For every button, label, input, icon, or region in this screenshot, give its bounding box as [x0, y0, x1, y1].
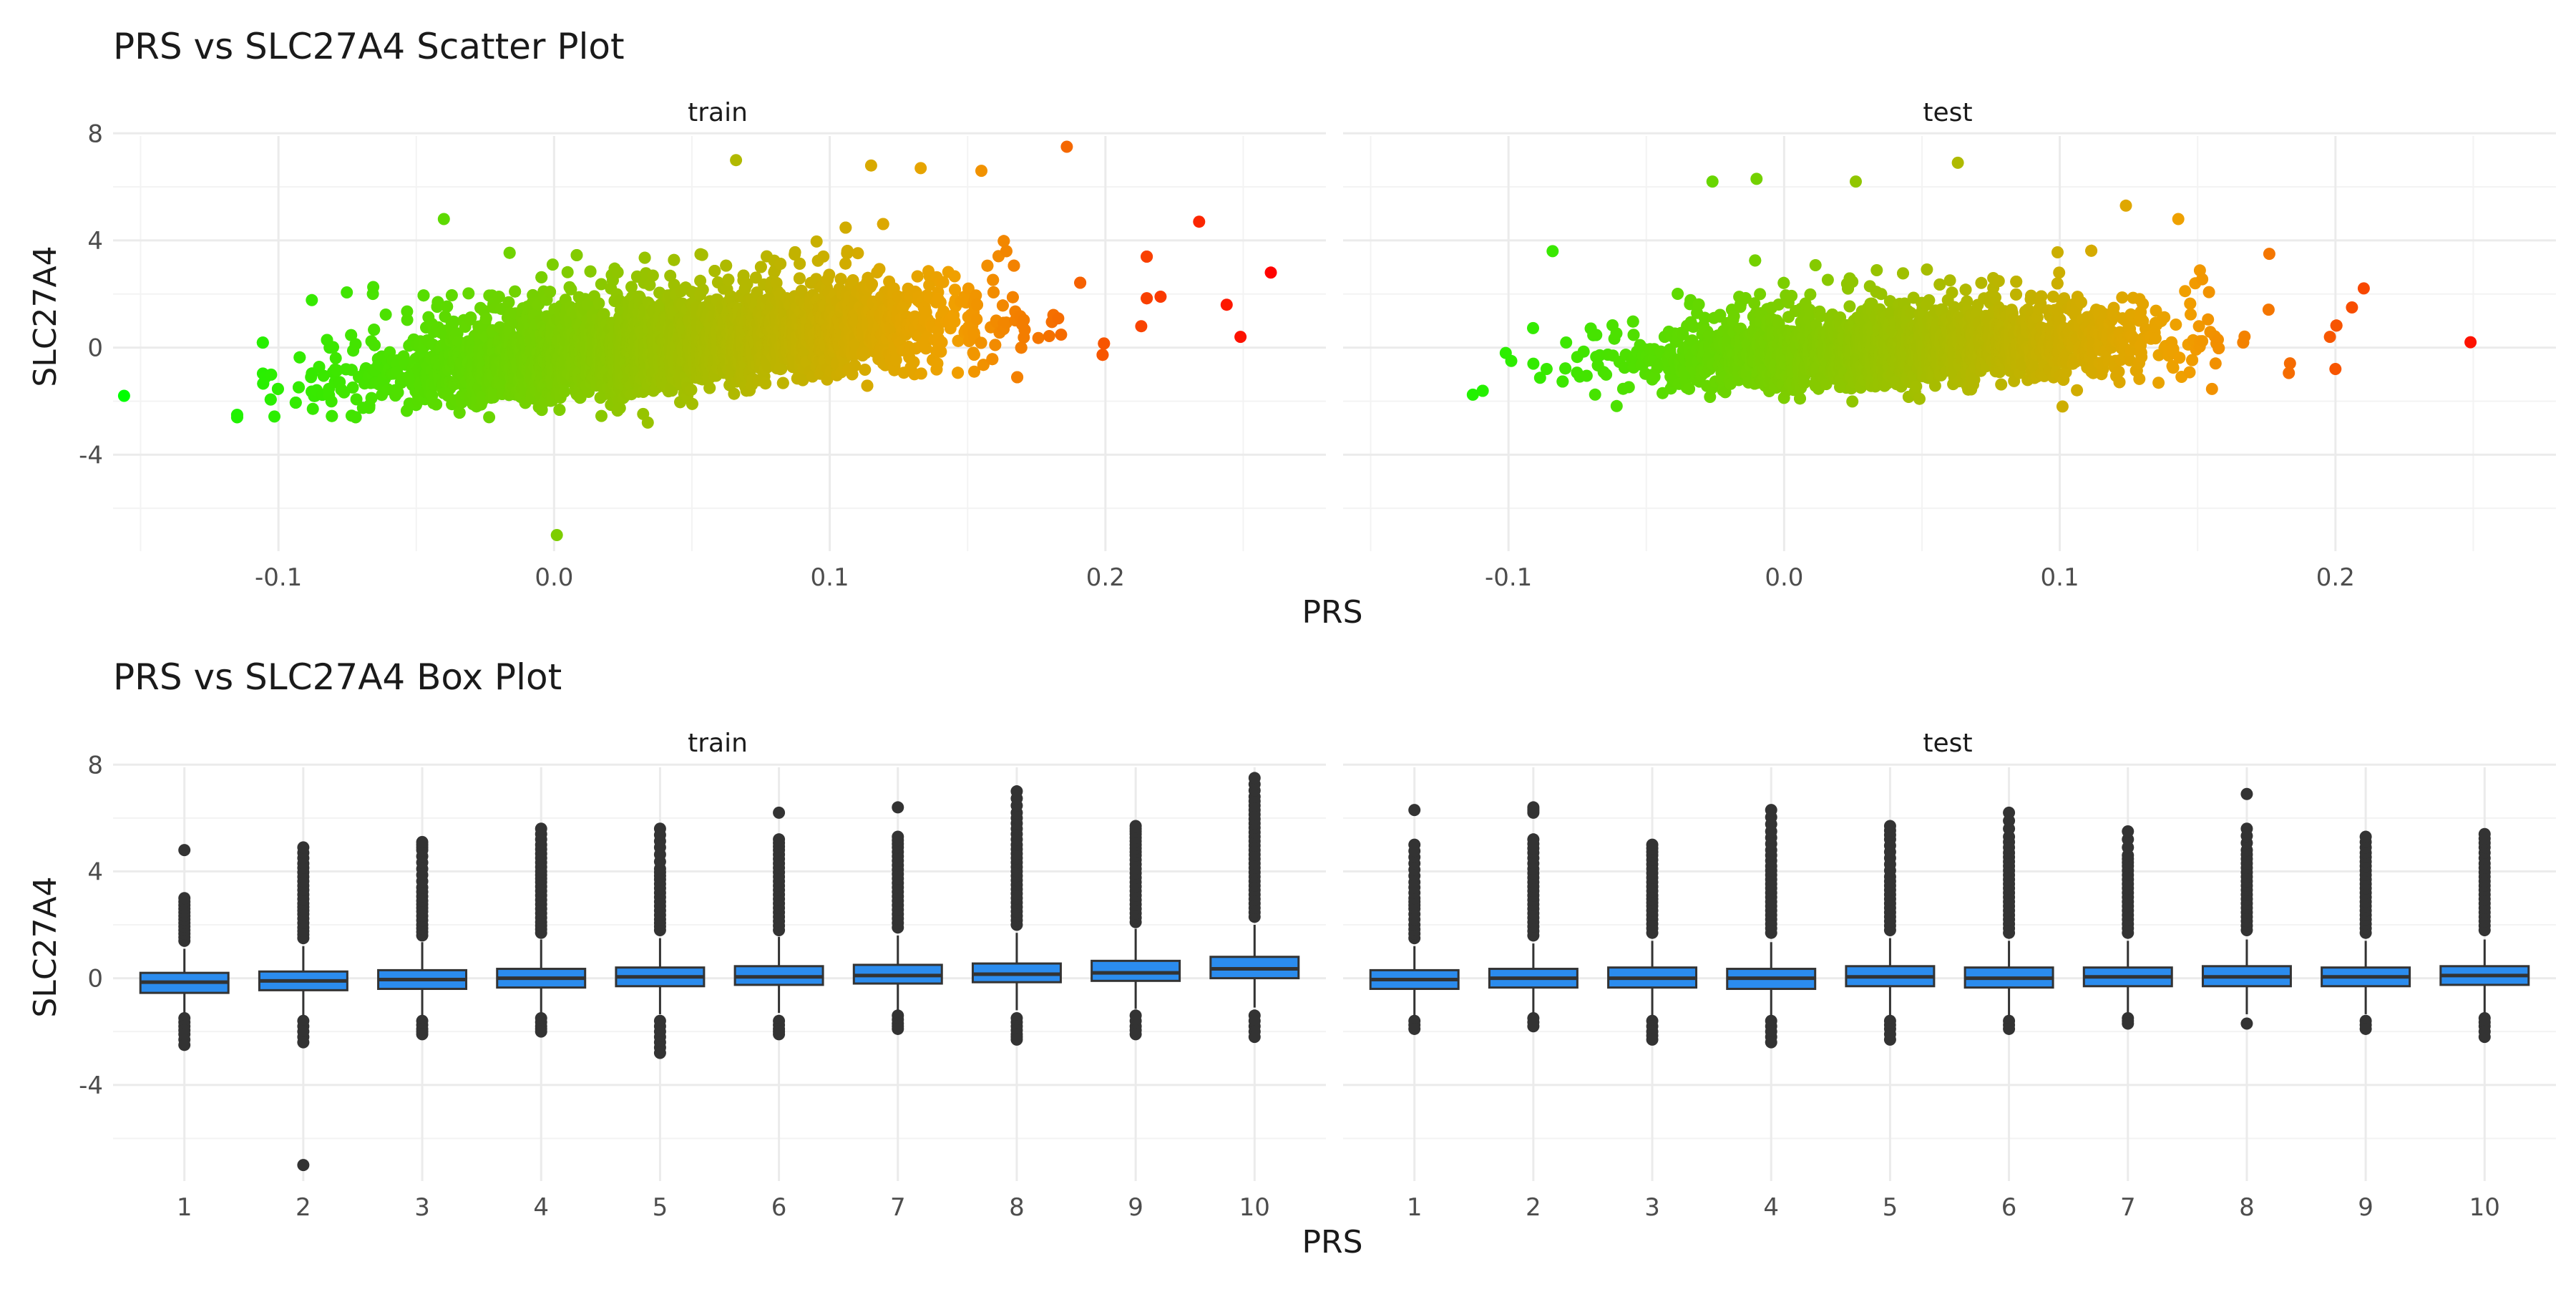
scatter-point — [349, 338, 361, 350]
scatter-point — [722, 273, 734, 286]
scatter-point — [562, 266, 574, 278]
scatter-point — [265, 369, 277, 381]
scatter-title: PRS vs SLC27A4 Scatter Plot — [113, 26, 625, 67]
scatter-point — [441, 301, 453, 313]
scatter-point — [595, 410, 608, 422]
scatter-point — [306, 294, 318, 306]
scatter-point — [547, 258, 559, 271]
scatter-point — [272, 383, 284, 395]
scatter-point — [544, 286, 556, 298]
scatter-point — [369, 339, 381, 351]
scatter-point — [647, 270, 659, 282]
y-tick-label: -4 — [79, 441, 103, 470]
scatter-point — [592, 297, 605, 309]
scatter-point — [401, 314, 414, 326]
scatter-point — [730, 154, 742, 166]
scatter-point — [708, 265, 721, 277]
scatter-point — [502, 296, 514, 309]
scatter-point — [418, 289, 430, 301]
scatter-point — [330, 352, 342, 364]
scatter-point — [642, 417, 654, 429]
x-tick-label: -0.1 — [255, 563, 302, 592]
scatter-point — [794, 272, 806, 284]
scatter-point — [307, 403, 319, 415]
scatter-point — [789, 246, 801, 258]
scatter-point — [327, 341, 339, 354]
scatter-point — [367, 281, 379, 293]
y-tick-label: 0 — [87, 334, 103, 363]
y-tick-label: 8 — [87, 120, 103, 148]
scatter-point — [774, 258, 786, 270]
scatter-point — [728, 388, 740, 400]
scatter-point — [777, 377, 789, 389]
scatter-point — [268, 410, 280, 422]
x-tick-label: 0.2 — [1086, 563, 1125, 592]
scatter-point — [553, 404, 565, 416]
x-tick-label: 0.1 — [811, 563, 849, 592]
scatter-point — [438, 213, 450, 225]
scatter-point — [341, 286, 353, 298]
scatter-point — [759, 377, 771, 389]
scatter-point — [755, 261, 767, 273]
scatter-point — [326, 395, 338, 407]
scatter-point — [380, 309, 392, 321]
y-tick-label: 4 — [87, 227, 103, 256]
scatter-point — [668, 254, 680, 266]
scatter-point — [347, 382, 359, 394]
scatter-point — [480, 312, 492, 324]
scatter-point — [535, 271, 547, 283]
scatter-point — [293, 382, 305, 394]
scatter-point — [720, 260, 732, 272]
scatter-point — [703, 382, 716, 394]
scatter-point — [585, 266, 597, 278]
scatter-point — [639, 252, 651, 264]
scatter-point — [696, 249, 708, 261]
scatter-point — [686, 398, 698, 410]
scatter-point — [483, 411, 495, 423]
scatter-point — [551, 529, 563, 541]
scatter-point — [293, 351, 306, 364]
scatter-point — [257, 336, 269, 349]
scatter-point — [326, 410, 338, 422]
scatter-strip-test: test — [1923, 98, 1972, 127]
scatter-point — [265, 394, 277, 406]
scatter-point — [571, 249, 583, 261]
scatter-point — [290, 397, 302, 409]
scatter-point — [686, 384, 698, 396]
scatter-point — [446, 289, 458, 301]
scatter-point — [509, 286, 521, 298]
scatter-point — [430, 399, 442, 411]
scatter-y-axis-title: SLC27A4 — [27, 246, 64, 387]
scatter-point — [612, 266, 624, 278]
scatter-point — [231, 411, 243, 423]
x-tick-label: 0.0 — [535, 563, 573, 592]
scatter-point — [697, 283, 709, 296]
scatter-strip-train: train — [688, 98, 748, 127]
scatter-point — [462, 287, 474, 299]
scatter-x-axis-title: PRS — [1302, 594, 1362, 631]
scatter-point — [794, 258, 806, 270]
scatter-point — [454, 407, 466, 419]
scatter-point — [504, 247, 516, 259]
scatter-point — [366, 392, 378, 404]
scatter-point — [368, 324, 380, 336]
scatter-point — [118, 390, 130, 402]
